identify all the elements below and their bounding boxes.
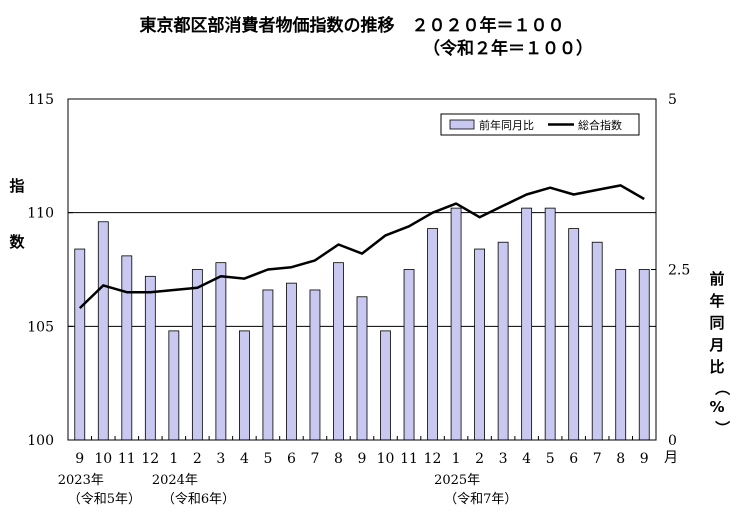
month-unit-label: 月	[664, 450, 678, 466]
legend: 前年同月比 総合指数	[440, 113, 640, 136]
x-tick-label: 9	[358, 451, 367, 467]
left-axis-ticks: 100 105 110 115	[27, 92, 73, 449]
bar	[97, 221, 109, 441]
x-tick-label: 9	[640, 451, 649, 467]
x-tick-label: 11	[118, 451, 136, 467]
x-tick-label: 12	[424, 451, 442, 467]
right-axis-label: 前年同月比 （% ）	[708, 270, 731, 436]
bar	[544, 207, 556, 441]
x-tick-label: 7	[310, 451, 319, 467]
right-tick-label: 0	[668, 433, 677, 449]
x-tick-label: 2	[193, 451, 202, 467]
x-tick-label: 6	[287, 451, 296, 467]
bar	[521, 207, 533, 441]
bar	[591, 241, 603, 441]
bar	[356, 296, 368, 441]
x-tick-label: 4	[240, 451, 249, 467]
era-label: （令和5年）	[68, 492, 141, 507]
x-tick-label: 5	[263, 451, 272, 467]
right-axis-label-char: （	[713, 380, 731, 395]
x-tick-label: 3	[499, 451, 508, 467]
right-axis-label-char: 月	[708, 336, 724, 354]
bar	[615, 269, 627, 441]
x-tick-label: 10	[377, 451, 395, 467]
x-tick-label: 8	[334, 451, 343, 467]
x-tick-label: 5	[546, 451, 555, 467]
left-axis-label-char: 指	[9, 177, 24, 195]
x-tick-label: 6	[569, 451, 578, 467]
bar	[403, 269, 415, 441]
right-axis-label-char: 同	[709, 314, 724, 332]
bar	[168, 330, 180, 441]
left-tick-label: 115	[27, 92, 54, 108]
right-tick-label: 2.5	[668, 263, 690, 279]
right-axis-label-char: 年	[709, 292, 724, 310]
index-line	[78, 184, 645, 309]
x-tick-label: 1	[169, 451, 178, 467]
x-tick-label: 3	[216, 451, 225, 467]
right-axis-label-char: %	[709, 398, 724, 416]
chart-title-line1: 東京都区部消費者物価指数の推移 ２０２０年＝１００	[140, 15, 565, 36]
bar	[568, 228, 580, 441]
x-tick-label: 12	[141, 451, 159, 467]
era-label: （令和6年）	[162, 492, 235, 507]
year-labels: 2023年 （令和5年） 2024年 （令和6年） 2025年 （令和7年）	[58, 473, 518, 507]
left-tick-label: 105	[27, 319, 54, 335]
x-tick-label: 10	[94, 451, 112, 467]
legend-bar-label: 前年同月比	[479, 118, 534, 132]
legend-box	[440, 113, 640, 136]
bar	[215, 262, 227, 441]
era-label: （令和7年）	[444, 492, 517, 507]
legend-bar-swatch	[449, 119, 475, 130]
bar-series	[74, 207, 650, 441]
bar	[427, 228, 438, 441]
bar	[144, 275, 156, 441]
x-tick-label: 7	[593, 451, 602, 467]
bar	[309, 289, 321, 441]
year-label: 2023年	[58, 473, 104, 488]
x-tick-label: 11	[400, 451, 418, 467]
x-tick-label: 4	[522, 451, 531, 467]
year-label: 2025年	[434, 473, 480, 488]
bar	[474, 248, 486, 441]
bar	[450, 207, 462, 441]
left-tick-label: 100	[27, 433, 54, 449]
left-axis-label-char: 数	[9, 233, 25, 251]
bar	[191, 269, 203, 441]
right-axis-ticks: 02.55	[651, 92, 690, 449]
year-label: 2024年	[152, 473, 198, 488]
line-series	[78, 184, 645, 309]
right-axis-label-char: ）	[713, 420, 731, 435]
bar	[638, 269, 650, 441]
bar	[286, 282, 297, 441]
x-tick-label: 9	[75, 451, 84, 467]
bar	[497, 241, 509, 441]
x-tick-label: 1	[452, 451, 461, 467]
bar	[121, 255, 133, 441]
bar	[333, 262, 344, 441]
bar	[74, 248, 86, 441]
right-tick-label: 5	[668, 92, 677, 108]
right-axis-label-char: 比	[709, 358, 724, 376]
bar	[262, 289, 274, 441]
legend-line-label: 総合指数	[578, 118, 622, 132]
right-axis-label-char: 前	[709, 270, 724, 288]
x-tick-label: 8	[616, 451, 625, 467]
x-axis-ticks: 9 10 11 12 1 2 3 4 5 6 7 8 9 10 11 12 1 2 3 4 5 6 7 8 9	[75, 436, 649, 467]
x-tick-label: 2	[475, 451, 484, 467]
bar	[238, 330, 250, 441]
left-tick-label: 110	[27, 206, 54, 222]
chart-title-line2: （令和２年＝１００）	[423, 38, 593, 59]
bar	[380, 330, 391, 441]
left-axis-label: 指数	[9, 177, 25, 251]
